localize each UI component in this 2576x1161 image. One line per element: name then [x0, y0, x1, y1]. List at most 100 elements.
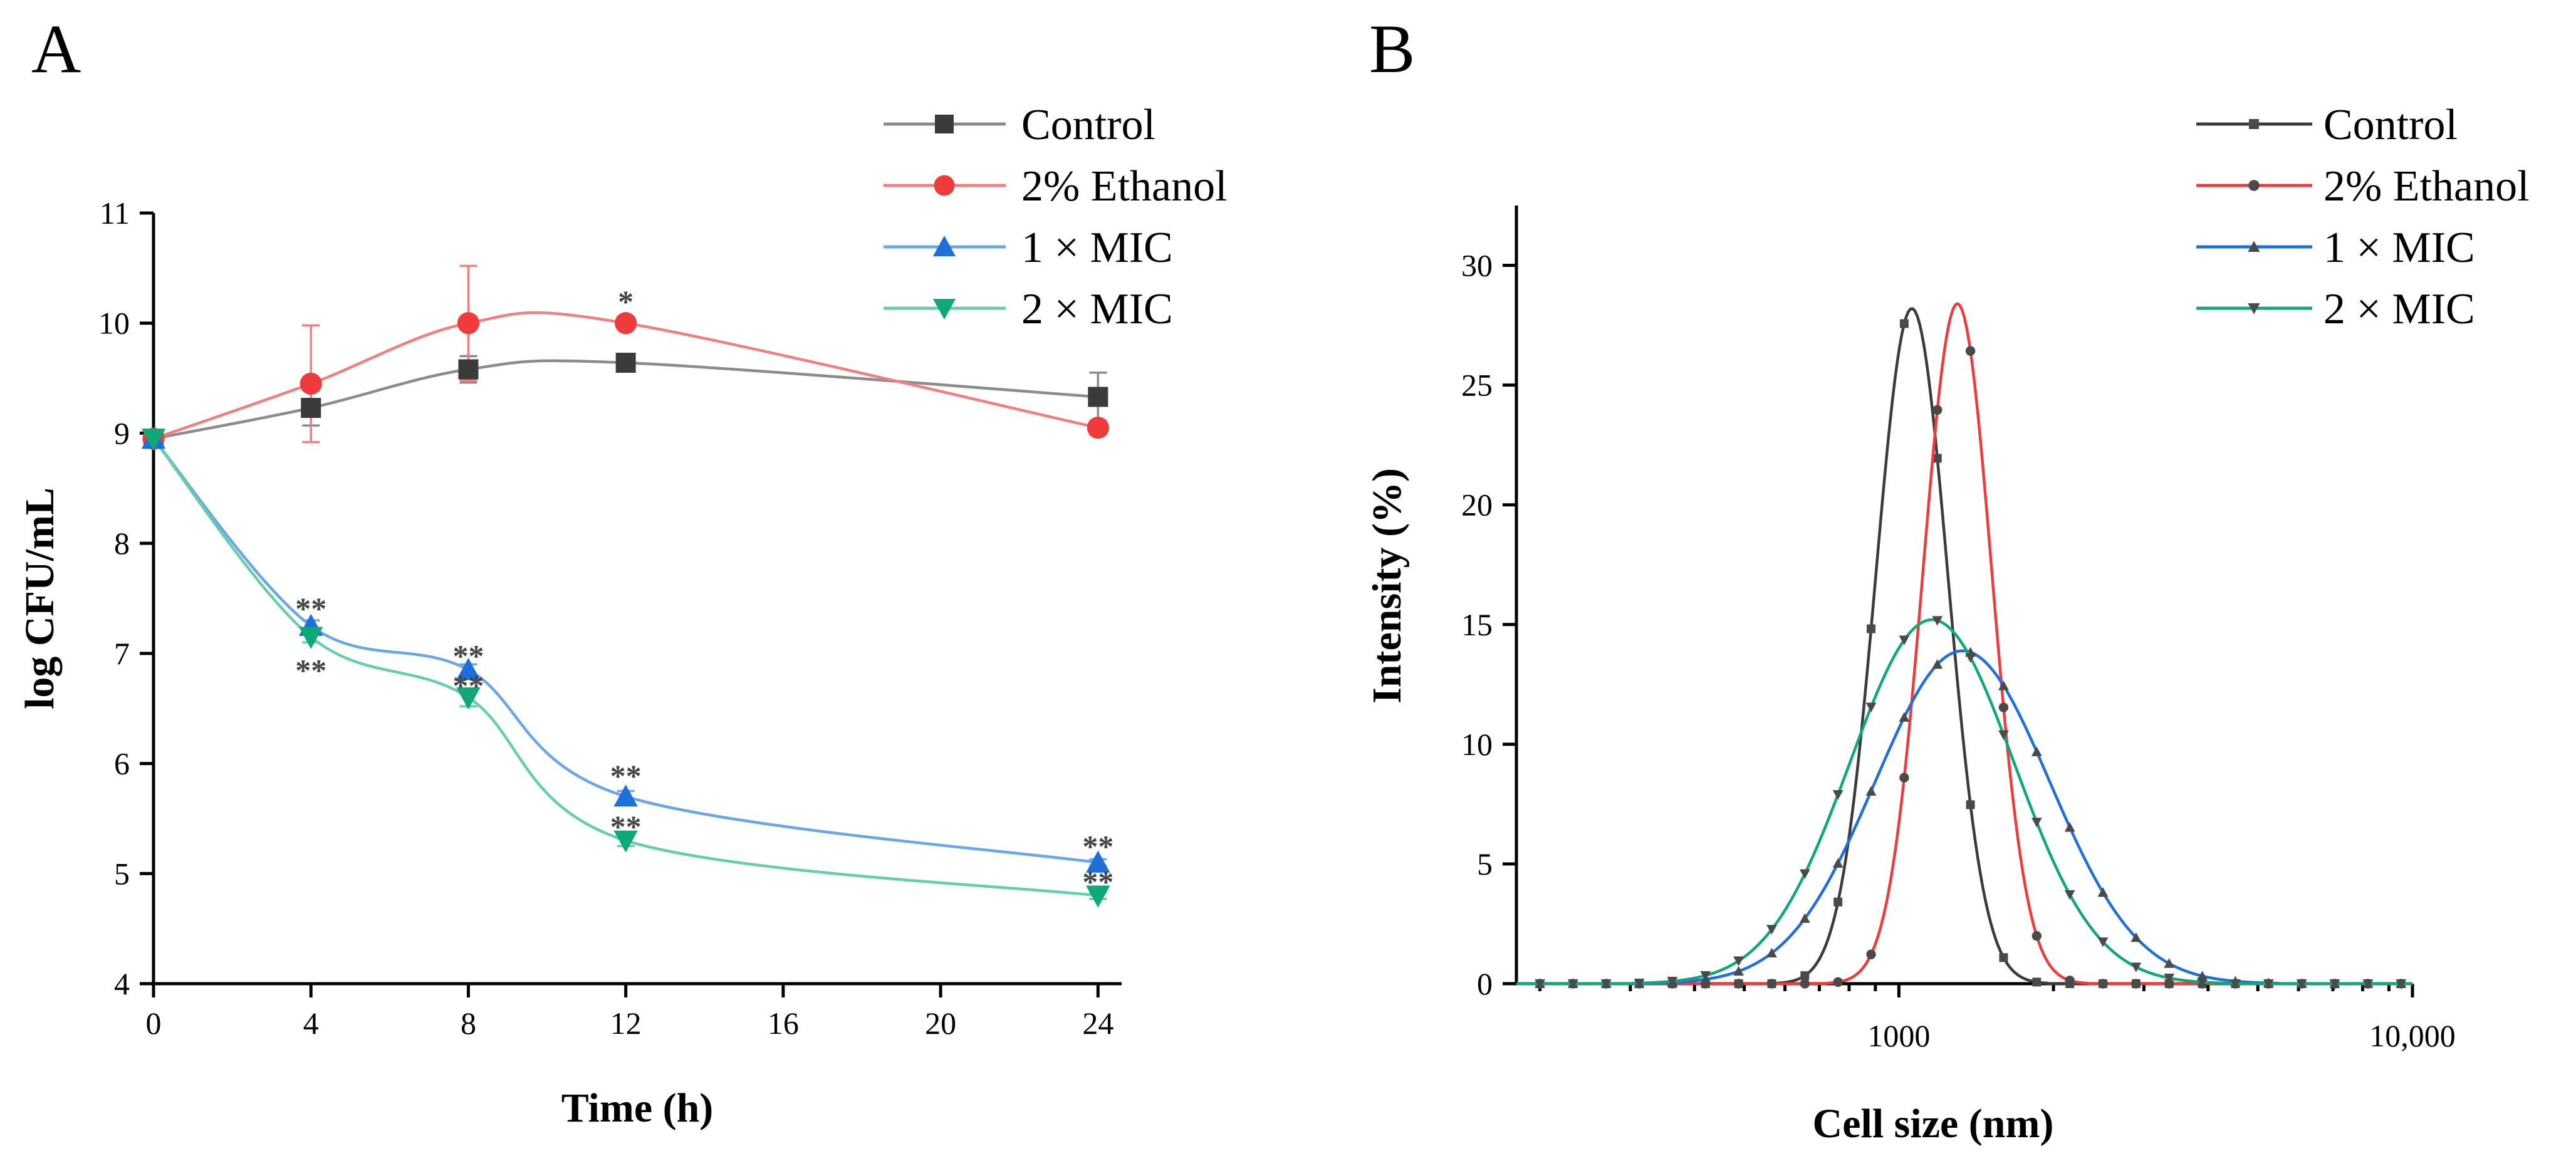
panel-b-label: B: [1369, 11, 1415, 87]
legend-2-ethanol-label: 2% Ethanol: [1021, 162, 1228, 211]
series-1-mic-point: [2064, 822, 2075, 832]
panel-a-x-tick-label: 16: [768, 1006, 799, 1041]
panel-b-x-tick-label: 10,000: [2369, 1018, 2456, 1053]
series-2-ethanol-curve: [1516, 302, 2412, 986]
panel-b-y-tick-label: 20: [1461, 487, 1493, 523]
panel-a-y-tick-label: 10: [98, 306, 130, 341]
panel-a-x-tick-label: 24: [1082, 1006, 1113, 1041]
series-1-mic-point: [1932, 659, 1943, 669]
panel-a-y-tick-label: 11: [100, 195, 130, 231]
series-2-ethanol-point: [615, 312, 637, 335]
series-2-mic-point: [2031, 818, 2042, 828]
legend-2-ethanol-label: 2% Ethanol: [2323, 162, 2530, 211]
panel-b-y-tick-label: 5: [1477, 846, 1493, 882]
series-2-mic-point: [1086, 885, 1110, 908]
significance-marker: **: [1082, 829, 1113, 864]
panel-a-y-tick-label: 8: [114, 526, 130, 561]
series-1-mic-curve: [1516, 649, 2412, 986]
series-2-ethanol-point: [457, 312, 480, 335]
series-control-line: [153, 359, 1098, 440]
series-2-mic-point: [2130, 962, 2142, 972]
panel-a-y-tick-label: 4: [114, 966, 130, 1001]
series-2-ethanol-point: [1899, 773, 1909, 783]
series-2-mic-point: [2329, 979, 2340, 989]
panel-a-x-tick-label: 8: [461, 1006, 476, 1041]
series-2-mic-point: [2396, 979, 2407, 989]
significance-marker: **: [610, 758, 642, 793]
series-2-mic-point: [299, 627, 323, 649]
series-2-ethanol-point: [1800, 979, 1810, 989]
series-2-mic-point: [613, 830, 638, 853]
legend-2-mic-marker: [2248, 303, 2260, 315]
legend-control-label: Control: [1021, 101, 1155, 149]
series-2-ethanol-point: [2164, 979, 2174, 989]
series-2-ethanol-point: [2065, 976, 2075, 986]
series-2-ethanol-point: [2031, 931, 2042, 941]
series-2-mic-point: [1865, 702, 1877, 712]
legend-1-mic-label: 1 × MIC: [2323, 224, 2475, 272]
series-1-mic-point: [1899, 712, 1910, 722]
series-1-mic-point: [1998, 680, 2009, 690]
panel-a-y-tick-label: 6: [114, 746, 130, 781]
significance-marker: **: [1082, 864, 1113, 899]
panel-a-x-label: Time (h): [561, 1085, 714, 1131]
legend-1-mic-label: 1 × MIC: [1021, 224, 1173, 272]
legend-control-label: Control: [2323, 101, 2458, 149]
series-control-point: [1867, 624, 1876, 633]
series-control-point: [1932, 454, 1942, 463]
series-1-mic-point: [2031, 746, 2042, 756]
panel-a-y-label: log CFU/mL: [17, 487, 63, 709]
panel-b-x-label: Cell size (nm): [1813, 1101, 2054, 1147]
panel-a-y-tick-label: 9: [114, 415, 130, 450]
panel-b-y-tick-label: 25: [1461, 368, 1493, 403]
panel-b-legend: Control 2% Ethanol 1 × MIC 2 × MIC: [2196, 101, 2530, 333]
series-2-mic-point: [2362, 979, 2374, 989]
panel-a-legend: Control 2% Ethanol 1 × MIC 2 × MIC: [884, 101, 1228, 333]
panel-b-x-tick-label: 1000: [1867, 1018, 1930, 1053]
series-1-mic-point: [2164, 958, 2175, 968]
series-1-mic-point: [1086, 850, 1110, 873]
panel-a-label: A: [31, 11, 81, 87]
series-1-mic-point: [456, 658, 481, 680]
series-1-mic-point: [613, 784, 638, 807]
series-2-mic-point: [1567, 979, 1578, 989]
legend-2-mic-marker: [933, 299, 956, 320]
series-2-mic-point: [2097, 937, 2109, 947]
series-control-point: [301, 398, 321, 419]
series-2-mic-point: [1733, 956, 1744, 966]
series-1-mic-point: [1733, 966, 1744, 976]
series-2-ethanol-point: [1998, 702, 2009, 712]
series-2-mic-point: [1634, 978, 1645, 989]
series-2-ethanol-point: [1733, 979, 1744, 989]
legend-2-mic-label: 2 × MIC: [2323, 285, 2475, 333]
series-2-mic-point: [2230, 979, 2241, 989]
series-2-mic-point: [1700, 971, 1711, 981]
series-control-point: [2032, 977, 2042, 987]
panel-a-x-tick-label: 20: [925, 1006, 956, 1041]
series-control-point: [1833, 897, 1843, 907]
series-1-mic-point: [1865, 786, 1877, 796]
series-2-mic-point: [141, 429, 166, 451]
series-control-point: [458, 359, 479, 380]
series-2-mic-curve: [1516, 618, 2412, 986]
panel-a-x-tick-label: 0: [146, 1006, 162, 1041]
legend-control-marker: [935, 115, 954, 133]
panel-a-y-tick-label: 5: [114, 856, 130, 891]
series-2-ethanol-point: [300, 372, 322, 395]
significance-marker: **: [452, 638, 484, 674]
series-2-ethanol-point: [1965, 346, 1976, 356]
series-2-mic-point: [2263, 979, 2274, 989]
series-2-ethanol-point: [1833, 977, 1843, 987]
panel-a-x-tick-label: 12: [610, 1006, 642, 1041]
legend-1-mic-marker: [933, 236, 956, 256]
series-2-mic-point: [1965, 653, 1976, 663]
panel-b-y-label: Intensity (%): [1364, 468, 1410, 704]
series-2-ethanol-point: [1766, 979, 1777, 989]
legend-2-ethanol-marker: [2248, 180, 2260, 191]
series-2-mic-point: [456, 687, 481, 710]
series-2-ethanol-point: [1932, 405, 1942, 415]
series-2-mic-point: [1932, 616, 1943, 626]
series-2-mic-point: [1600, 979, 1612, 989]
